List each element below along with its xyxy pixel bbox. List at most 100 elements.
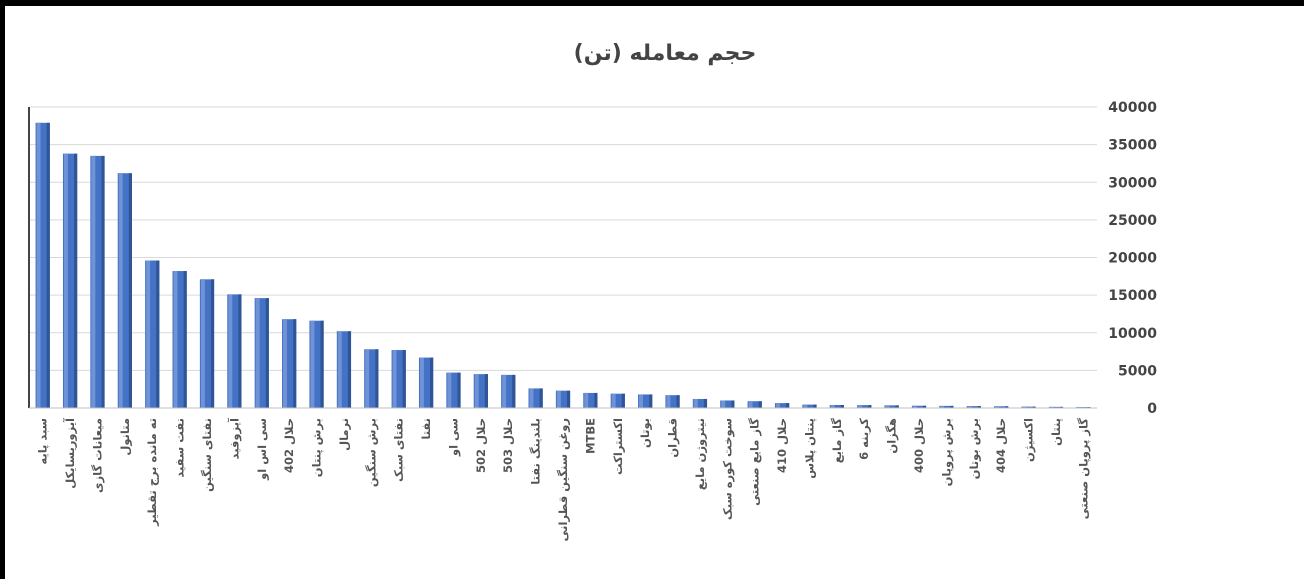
- bar: [555, 390, 571, 408]
- bar: [1048, 406, 1064, 408]
- bar-highlight: [885, 405, 890, 408]
- bar-face: [802, 404, 817, 408]
- x-tick-label: حلال 400: [912, 418, 926, 473]
- x-tick-label: آیزوفید: [227, 417, 242, 459]
- y-tick-label: 15000: [1108, 288, 1157, 304]
- bar-shade: [457, 372, 461, 408]
- gridlines: [28, 106, 1097, 409]
- bar-shade: [594, 392, 598, 408]
- x-tick-label: برش پروپان: [939, 418, 954, 486]
- y-tick-label: 30000: [1108, 175, 1157, 191]
- bar-highlight: [255, 298, 260, 408]
- bar: [939, 405, 954, 408]
- y-tick-label: 25000: [1108, 213, 1157, 229]
- bar: [309, 320, 324, 408]
- bar-highlight: [529, 388, 534, 408]
- bar-face: [720, 400, 735, 408]
- bar: [911, 405, 927, 408]
- bar-highlight: [310, 320, 315, 408]
- bar: [254, 298, 269, 408]
- x-tick-label: گاز مایع صنعتی: [748, 418, 762, 506]
- bar-highlight: [775, 403, 780, 408]
- bar: [62, 153, 78, 408]
- frame-left-border: [0, 0, 5, 579]
- bar: [747, 401, 762, 408]
- bar-highlight: [967, 406, 972, 408]
- bar-shade: [347, 331, 352, 408]
- bar-highlight: [283, 319, 288, 408]
- x-tick-label: اکستراکت: [611, 418, 625, 475]
- x-tick-label: سوخت کوره سبک: [720, 418, 735, 520]
- x-tick-label: روغن سنگین قطرانی: [556, 418, 571, 542]
- bar-highlight: [419, 357, 424, 408]
- bar: [638, 394, 653, 408]
- bar-face: [966, 406, 981, 408]
- bar-shade: [512, 374, 516, 408]
- bar: [172, 271, 187, 408]
- bar: [774, 403, 790, 408]
- bar-face: [911, 405, 927, 408]
- bar-shade: [430, 357, 434, 408]
- bar-shade: [676, 395, 680, 408]
- x-tick-label: 6 کربنه: [857, 418, 871, 460]
- bar-face: [884, 405, 899, 408]
- bar-shade: [539, 388, 543, 408]
- bar-face: [939, 405, 954, 408]
- bar: [117, 173, 132, 408]
- x-tick-label: نفتای سنگین: [200, 418, 214, 492]
- x-tick-label: برش پنتان: [310, 418, 324, 477]
- x-tick-label: حلال 404: [994, 418, 1008, 473]
- bar-shade: [621, 393, 625, 408]
- y-tick-label: 20000: [1108, 251, 1157, 267]
- bar-shade: [183, 271, 187, 408]
- bar-face: [1048, 406, 1064, 408]
- bar-highlight: [611, 393, 616, 408]
- bar: [528, 388, 543, 408]
- bar-shade: [703, 398, 708, 408]
- bar: [501, 374, 516, 408]
- bar-highlight: [940, 405, 945, 408]
- bar-face: [829, 404, 844, 408]
- x-tick-label: بلندینگ نفتا: [529, 418, 543, 485]
- x-tick-label: MTBE: [583, 418, 597, 454]
- bar: [35, 122, 50, 409]
- x-tick-label: نفتا: [419, 418, 433, 440]
- bar-shade: [977, 406, 981, 408]
- x-tick-label: حلال 502: [474, 418, 488, 473]
- bar-highlight: [858, 405, 863, 408]
- bar: [227, 294, 242, 408]
- bar-highlight: [748, 401, 753, 408]
- bar-highlight: [146, 260, 151, 408]
- bar: [857, 405, 872, 408]
- bar: [446, 372, 461, 408]
- bar: [994, 406, 1009, 408]
- bar-shade: [156, 260, 160, 408]
- x-tick-label: برش سنگین: [364, 418, 378, 487]
- bar-shade: [566, 390, 571, 408]
- bar-face: [994, 406, 1009, 408]
- bar-highlight: [228, 294, 233, 408]
- bar-shade: [320, 320, 324, 408]
- bar-face: [857, 405, 872, 408]
- bar: [391, 350, 406, 408]
- bar-highlight: [337, 331, 342, 408]
- x-tick-label: پنتان: [1049, 418, 1063, 446]
- bar-shade: [74, 153, 78, 408]
- x-tick-label: ته مانده برج تقطیر: [145, 418, 160, 527]
- bar-highlight: [721, 400, 726, 408]
- x-tick-label: بوتان: [638, 418, 653, 448]
- bar: [282, 319, 297, 408]
- bar-highlight: [63, 153, 68, 408]
- bar-shade: [210, 279, 215, 408]
- y-tick-label: 10000: [1108, 326, 1157, 342]
- bar-shade: [484, 374, 488, 408]
- x-tick-label: گاز مایع: [830, 418, 844, 464]
- bar-highlight: [666, 395, 671, 408]
- frame-top-border: [0, 0, 1304, 6]
- bar-shade: [1032, 406, 1036, 408]
- bar-shade: [895, 405, 899, 408]
- bar-highlight: [392, 350, 397, 408]
- bar-shade: [758, 401, 762, 408]
- bar-shade: [293, 319, 297, 408]
- bar-face: [774, 403, 790, 408]
